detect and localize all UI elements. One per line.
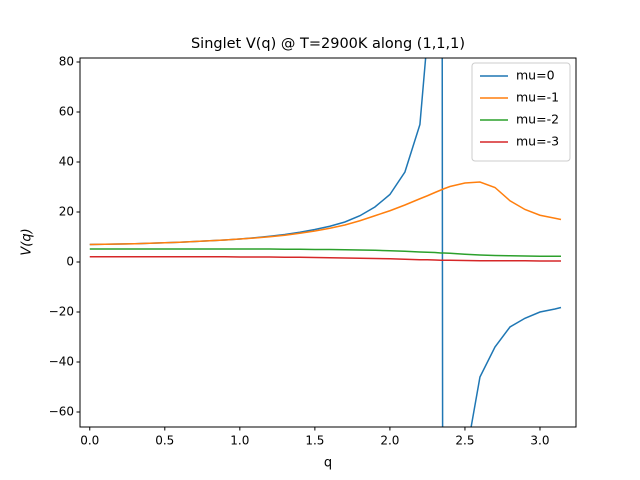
plot-area [89,58,562,427]
y-tick-label: 60 [59,105,74,119]
y-tick-label: −20 [49,305,74,319]
legend-box [471,62,571,162]
y-tick-label: −40 [49,355,74,369]
chart-title: Singlet V(q) @ T=2900K along (1,1,1) [191,36,465,52]
legend-label: mu=-1 [516,90,559,105]
legend-label: mu=0 [516,68,555,83]
y-tick-label: −60 [49,405,74,419]
y-tick-label: 0 [66,255,74,269]
series-line [89,181,562,246]
x-tick-label: 2.0 [380,434,399,448]
x-tick-label: 0.0 [80,434,99,448]
series-line [89,256,561,262]
x-tick-label: 2.5 [455,434,474,448]
axes-frame [79,57,577,428]
legend-label: mu=-2 [516,112,559,127]
x-tick-label: 1.0 [230,434,249,448]
y-axis-label: V(q) [20,228,35,255]
y-tick-label: 40 [59,155,74,169]
y-tick-label: 20 [59,205,74,219]
x-tick-label: 1.5 [305,434,324,448]
legend-label: mu=-3 [516,134,559,149]
y-tick-label: 80 [59,55,74,69]
x-axis-label: q [324,456,332,471]
legend: mu=0 mu=-1 mu=-2 mu=-3 [471,62,571,162]
series-line [89,248,561,257]
x-tick-label: 0.5 [155,434,174,448]
x-tick-label: 3.0 [530,434,549,448]
